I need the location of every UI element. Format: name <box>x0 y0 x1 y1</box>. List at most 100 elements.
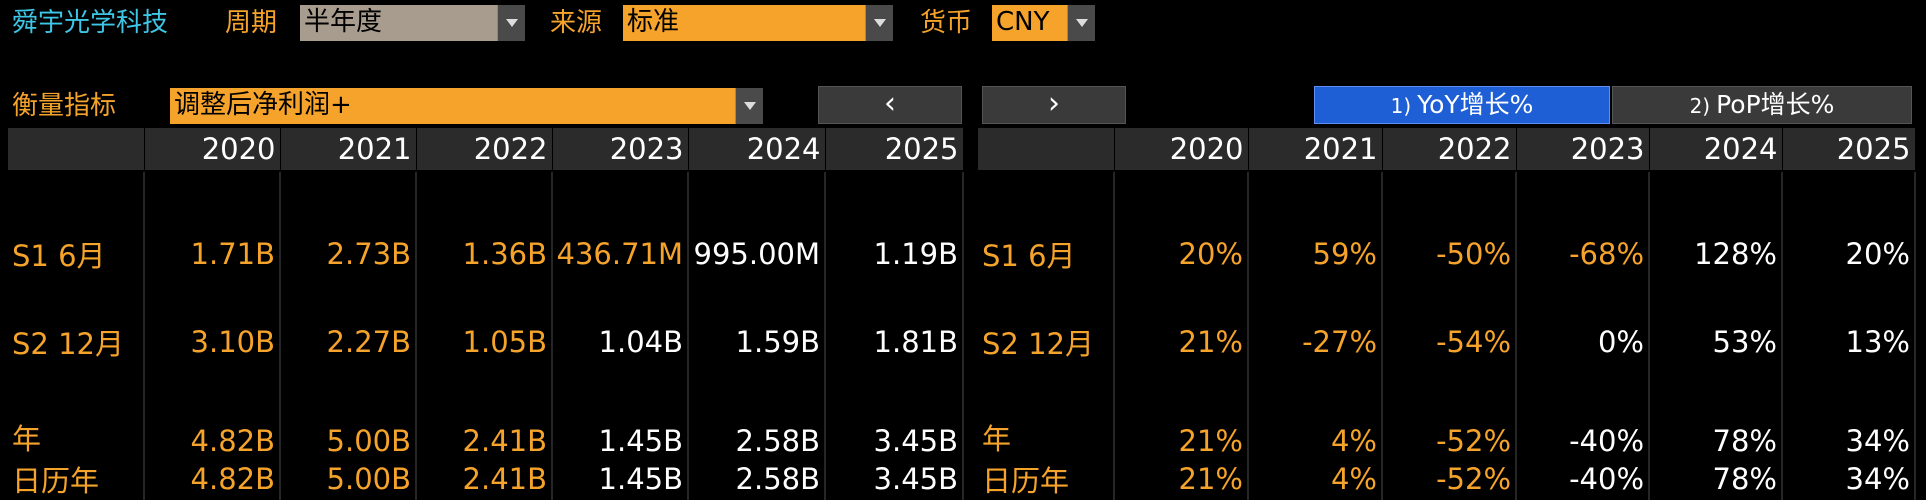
tab-pop-growth[interactable]: 2) PoP增长% <box>1612 86 1912 124</box>
value-cell[interactable]: 1.59B <box>688 298 826 386</box>
row-label: 日历年 <box>8 458 145 500</box>
growth-cell[interactable]: 4% <box>1248 458 1383 500</box>
tab-label: PoP增长% <box>1716 90 1835 119</box>
value-cell[interactable]: 4.82B <box>144 386 281 458</box>
growth-cell[interactable]: -68% <box>1516 210 1650 298</box>
period-label: 周期 <box>225 8 278 38</box>
year-header: 2022 <box>1382 128 1517 172</box>
growth-cell[interactable]: 21% <box>1114 386 1249 458</box>
table-row[interactable]: S2 12月 21% -27% -54% 0% 53% 13% <box>978 298 1916 386</box>
value-cell[interactable]: 2.41B <box>416 458 553 500</box>
growth-cell[interactable]: 34% <box>1782 458 1916 500</box>
prev-page-button[interactable]: ‹ <box>818 86 962 124</box>
chevron-down-icon <box>505 19 518 27</box>
metric-dropdown-button[interactable] <box>735 88 763 124</box>
tab-yoy-growth[interactable]: 1) YoY增长% <box>1314 86 1610 124</box>
year-header: 2023 <box>552 128 689 172</box>
value-cell[interactable]: 2.73B <box>280 210 417 298</box>
source-dropdown-button[interactable] <box>865 5 893 41</box>
growth-cell[interactable]: -52% <box>1382 386 1517 458</box>
value-cell[interactable]: 1.04B <box>552 298 689 386</box>
row-label: 年 <box>978 386 1115 458</box>
row-label: 日历年 <box>978 458 1115 500</box>
period-dropdown-button[interactable] <box>497 5 525 41</box>
year-header: 2025 <box>1782 128 1916 172</box>
year-header: 2020 <box>144 128 281 172</box>
year-header: 2020 <box>1114 128 1249 172</box>
row-label: S1 6月 <box>8 210 145 298</box>
value-cell[interactable]: 4.82B <box>144 458 281 500</box>
tab-label: YoY增长% <box>1417 90 1534 119</box>
table-row[interactable]: 日历年 4.82B 5.00B 2.41B 1.45B 2.58B 3.45B <box>8 458 964 500</box>
year-header: 2025 <box>825 128 964 172</box>
table-row[interactable]: S1 6月 1.71B 2.73B 1.36B 436.71M 995.00M … <box>8 210 964 298</box>
row-label: S2 12月 <box>8 298 145 386</box>
currency-select[interactable]: CNY <box>992 5 1067 41</box>
growth-cell[interactable]: 13% <box>1782 298 1916 386</box>
value-cell[interactable]: 2.41B <box>416 386 553 458</box>
year-header: 2021 <box>1248 128 1383 172</box>
source-select[interactable]: 标准 <box>623 5 865 41</box>
growth-cell[interactable]: 20% <box>1114 210 1249 298</box>
growth-cell[interactable]: 53% <box>1649 298 1783 386</box>
row-label: 年 <box>8 386 145 458</box>
table-row[interactable]: 年 21% 4% -52% -40% 78% 34% <box>978 386 1916 458</box>
value-cell[interactable]: 1.05B <box>416 298 553 386</box>
growth-cell[interactable]: 20% <box>1782 210 1916 298</box>
value-cell[interactable]: 2.58B <box>688 458 826 500</box>
growth-cell[interactable]: 78% <box>1649 458 1783 500</box>
value-cell[interactable]: 2.27B <box>280 298 417 386</box>
value-cell[interactable]: 1.71B <box>144 210 281 298</box>
value-cell[interactable]: 5.00B <box>280 458 417 500</box>
value-cell[interactable]: 3.10B <box>144 298 281 386</box>
value-cell[interactable]: 1.19B <box>825 210 964 298</box>
growth-cell[interactable]: -52% <box>1382 458 1517 500</box>
year-header: 2021 <box>280 128 417 172</box>
table-row[interactable]: S2 12月 3.10B 2.27B 1.05B 1.04B 1.59B 1.8… <box>8 298 964 386</box>
table-row[interactable]: S1 6月 20% 59% -50% -68% 128% 20% <box>978 210 1916 298</box>
value-cell[interactable]: 1.45B <box>552 386 689 458</box>
growth-cell[interactable]: 4% <box>1248 386 1383 458</box>
header-blank <box>978 128 1115 172</box>
spacer-row <box>978 171 1916 210</box>
year-header: 2024 <box>1649 128 1783 172</box>
value-cell[interactable]: 5.00B <box>280 386 417 458</box>
value-cell[interactable]: 436.71M <box>552 210 689 298</box>
growth-cell[interactable]: 21% <box>1114 298 1249 386</box>
value-cell[interactable]: 1.81B <box>825 298 964 386</box>
value-cell[interactable]: 2.58B <box>688 386 826 458</box>
growth-cell[interactable]: 21% <box>1114 458 1249 500</box>
growth-cell[interactable]: -40% <box>1516 458 1650 500</box>
table-row[interactable]: 日历年 21% 4% -52% -40% 78% 34% <box>978 458 1916 500</box>
growth-cell[interactable]: -40% <box>1516 386 1650 458</box>
currency-dropdown-button[interactable] <box>1067 5 1095 41</box>
year-header: 2024 <box>688 128 826 172</box>
value-cell[interactable]: 1.45B <box>552 458 689 500</box>
growth-cell[interactable]: 34% <box>1782 386 1916 458</box>
next-page-button[interactable]: › <box>982 86 1126 124</box>
values-table: 2020 2021 2022 2023 2024 2025 S1 6月 1.71… <box>8 128 964 500</box>
growth-cell[interactable]: -27% <box>1248 298 1383 386</box>
period-select[interactable]: 半年度 <box>300 5 497 41</box>
value-cell[interactable]: 995.00M <box>688 210 826 298</box>
chevron-down-icon <box>1075 19 1088 27</box>
growth-cell[interactable]: -54% <box>1382 298 1517 386</box>
header-row: 2020 2021 2022 2023 2024 2025 <box>978 128 1916 172</box>
growth-cell[interactable]: -50% <box>1382 210 1517 298</box>
metric-label: 衡量指标 <box>12 91 117 121</box>
row-label: S1 6月 <box>978 210 1115 298</box>
company-name: 舜宇光学科技 <box>12 8 169 38</box>
table-row[interactable]: 年 4.82B 5.00B 2.41B 1.45B 2.58B 3.45B <box>8 386 964 458</box>
value-cell[interactable]: 3.45B <box>825 386 964 458</box>
growth-cell[interactable]: 0% <box>1516 298 1650 386</box>
metric-select[interactable]: 调整后净利润+ <box>170 88 735 124</box>
growth-cell[interactable]: 128% <box>1649 210 1783 298</box>
currency-label: 货币 <box>920 8 973 38</box>
value-cell[interactable]: 3.45B <box>825 458 964 500</box>
year-header: 2023 <box>1516 128 1650 172</box>
value-cell[interactable]: 1.36B <box>416 210 553 298</box>
growth-cell[interactable]: 59% <box>1248 210 1383 298</box>
chevron-down-icon <box>743 102 756 110</box>
tab-number: 2) <box>1689 94 1711 118</box>
growth-cell[interactable]: 78% <box>1649 386 1783 458</box>
